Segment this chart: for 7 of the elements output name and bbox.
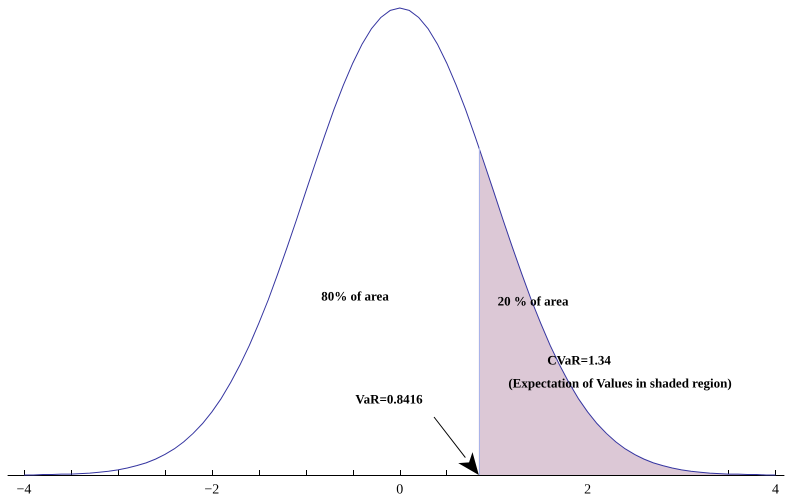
annotation: 80% of area — [321, 288, 390, 304]
x-tick-label: −4 — [16, 482, 32, 498]
x-tick-label: 2 — [584, 482, 592, 498]
annotation: VaR=0.8416 — [355, 392, 424, 406]
x-tick-label: −2 — [204, 482, 220, 498]
x-tick-label: 0 — [396, 482, 404, 498]
x-tick-label: 4 — [772, 482, 780, 498]
